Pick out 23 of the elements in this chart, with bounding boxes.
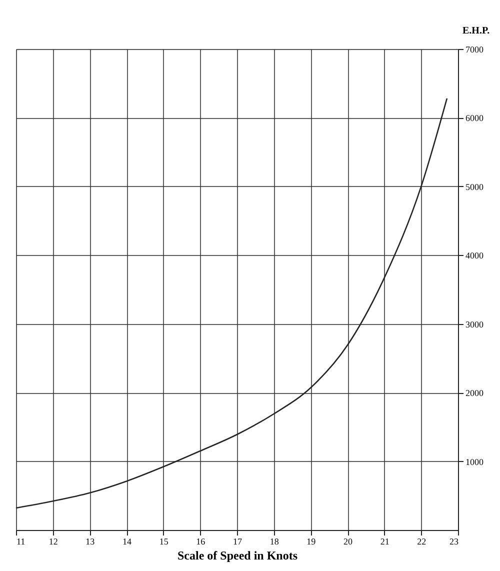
x-axis-title: Scale of Speed in Knots <box>177 548 298 562</box>
y-tick-label: 5000 <box>466 182 484 192</box>
x-tick-label: 12 <box>48 536 58 546</box>
x-tick-label: 21 <box>380 536 390 546</box>
x-tick-label: 23 <box>450 536 459 546</box>
line-series <box>15 98 448 509</box>
y-tick-label: 6000 <box>466 113 484 124</box>
y-tick-label: 7000 <box>466 44 484 54</box>
y-tick-label: 3000 <box>466 319 484 330</box>
x-tick-label: 18 <box>270 536 280 546</box>
x-tick-label: 19 <box>306 536 316 546</box>
y-tick-label: 1000 <box>466 456 484 467</box>
y-tick-label: 2000 <box>466 388 484 398</box>
x-tick-label: 15 <box>159 536 169 546</box>
y-axis-title: E.H.P. <box>462 26 490 36</box>
y-tick-label: 4000 <box>466 250 484 261</box>
x-tick-label: 16 <box>196 536 206 546</box>
x-tick-label: 13 <box>86 536 96 546</box>
x-tick-label: 11 <box>16 536 26 546</box>
x-tick-label: 17 <box>233 536 242 546</box>
x-tick-label: 20 <box>344 536 353 546</box>
x-tick-label: 14 <box>122 536 132 546</box>
x-tick-label: 22 <box>417 536 426 546</box>
